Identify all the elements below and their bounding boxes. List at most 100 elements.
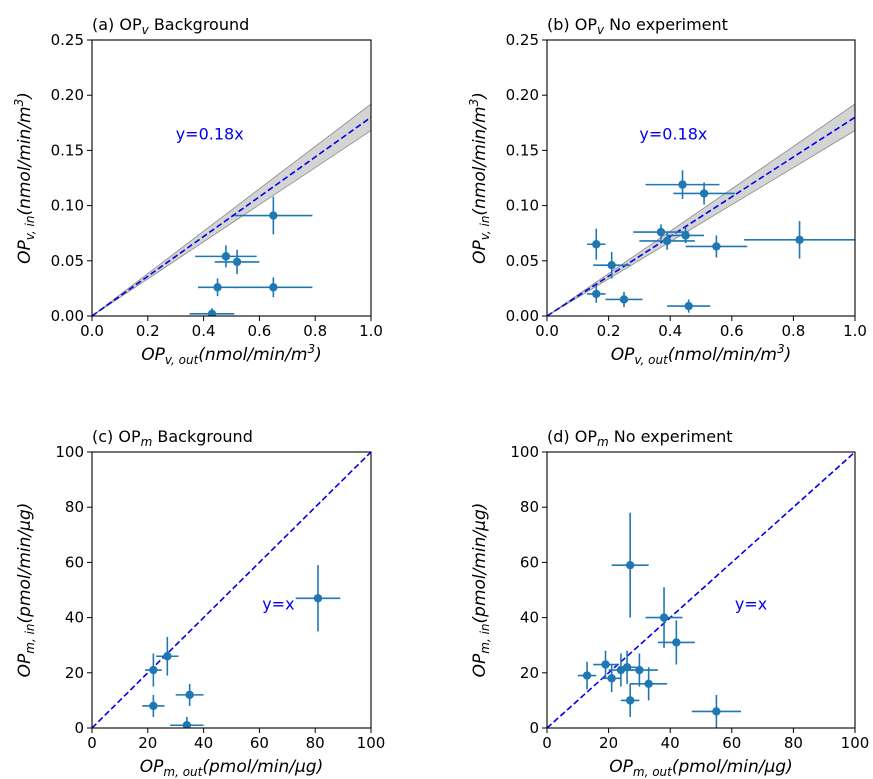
- confidence-band: [547, 103, 855, 316]
- data-marker: [213, 283, 222, 292]
- data-marker: [582, 671, 592, 680]
- x-tick-label: 0.8: [303, 322, 327, 340]
- data-marker: [681, 231, 690, 240]
- data-point: [145, 653, 162, 687]
- data-marker: [684, 301, 693, 311]
- x-tick-label: 0.8: [781, 322, 805, 340]
- panel-title: (c) OPm Background: [92, 427, 253, 449]
- x-label-subscript: m, out: [633, 765, 673, 779]
- data-point: [744, 221, 855, 259]
- y-tick-label: 40: [520, 609, 539, 627]
- title-subscript: m: [597, 435, 609, 449]
- data-point: [593, 650, 618, 679]
- data-marker: [699, 189, 709, 198]
- y-label-superscript: 3: [12, 99, 26, 107]
- data-point: [673, 182, 735, 205]
- y-tick-label: 0.05: [506, 252, 539, 270]
- y-tick-label: 0.25: [506, 31, 539, 49]
- data-marker: [269, 211, 278, 220]
- y-axis-label: OPv, in(nmol/min/m3): [12, 92, 37, 264]
- axes-frame: [91, 451, 372, 729]
- title-suffix: Background: [149, 15, 250, 34]
- fit-line: [547, 116, 855, 316]
- x-tick-label: 0.2: [136, 322, 160, 340]
- y-tick-label: 60: [520, 553, 539, 571]
- data-point: [587, 285, 606, 303]
- panel-title: (a) OPv Background: [92, 15, 249, 37]
- data-marker: [607, 261, 616, 270]
- fit-line-annotation: y=0.18x: [639, 124, 707, 143]
- y-tick-label: 0.10: [506, 197, 539, 215]
- panel-title: (d) OPm No experiment: [547, 427, 733, 449]
- y-label-units: (pmol/min/μg): [470, 503, 490, 624]
- data-point: [198, 278, 238, 297]
- data-point: [142, 694, 165, 717]
- y-label-subscript: v, in: [478, 216, 492, 241]
- y-label-main: OP: [15, 653, 35, 677]
- y-label-subscript: v, in: [23, 216, 37, 241]
- y-tick-label: 100: [55, 443, 84, 461]
- x-tick-label: 1.0: [359, 322, 383, 340]
- y-tick-label: 40: [65, 609, 84, 627]
- x-tick-label: 0.0: [80, 322, 104, 340]
- y-tick-label: 60: [65, 553, 84, 571]
- x-label-subscript: v, out: [165, 353, 200, 367]
- y-label-units: (pmol/min/μg): [15, 503, 35, 624]
- x-label-close: ): [783, 345, 792, 365]
- y-tick-label: 20: [520, 664, 539, 682]
- x-tick-label: 0.0: [535, 322, 559, 340]
- y-tick-label: 80: [65, 498, 84, 516]
- data-marker: [182, 721, 192, 728]
- x-label-subscript: m, out: [163, 765, 203, 779]
- data-point: [620, 683, 640, 717]
- x-tick-label: 0: [87, 734, 97, 752]
- data-point: [667, 227, 705, 244]
- x-label-main: OP: [611, 345, 635, 365]
- y-tick-label: 0.10: [51, 197, 84, 215]
- data-marker: [149, 665, 158, 675]
- x-tick-label: 80: [306, 734, 325, 752]
- y-tick-label: 0.20: [506, 86, 539, 104]
- data-marker: [659, 613, 669, 622]
- y-label-close: ): [15, 92, 35, 101]
- x-tick-label: 60: [250, 734, 269, 752]
- data-marker: [795, 235, 804, 245]
- x-tick-label: 60: [722, 734, 741, 752]
- data-point: [645, 587, 683, 648]
- x-label-superscript: 3: [777, 342, 785, 356]
- title-suffix: Background: [152, 427, 253, 446]
- fit-line: [92, 116, 371, 316]
- data-point: [685, 235, 748, 258]
- data-marker: [662, 236, 672, 246]
- data-marker: [607, 674, 616, 683]
- title-prefix: (d) OP: [547, 427, 597, 446]
- y-tick-label: 0.00: [51, 307, 84, 325]
- data-marker: [592, 289, 601, 299]
- x-tick-label: 80: [784, 734, 803, 752]
- panel-title: (b) OPv No experiment: [547, 15, 728, 37]
- x-tick-label: 0.6: [247, 322, 271, 340]
- x-axis-label: OPv, out(nmol/min/m3): [611, 342, 792, 367]
- x-tick-label: 40: [194, 734, 213, 752]
- data-point: [593, 251, 631, 279]
- y-tick-label: 20: [65, 664, 84, 682]
- y-axis-label: OPm, in(pmol/min/μg): [15, 503, 37, 678]
- x-label-units: (pmol/min/μg): [672, 757, 793, 777]
- title-prefix: (b) OP: [547, 15, 597, 34]
- x-axis-label: OPv, out(nmol/min/m3): [141, 342, 322, 367]
- data-point: [234, 196, 313, 235]
- y-tick-label: 100: [510, 443, 539, 461]
- data-point: [295, 565, 341, 632]
- data-point: [605, 291, 643, 308]
- data-marker: [644, 679, 653, 689]
- data-marker: [592, 240, 601, 249]
- data-marker: [601, 660, 610, 669]
- x-label-units: (nmol/min/m: [198, 345, 307, 365]
- y-tick-label: 0.05: [51, 252, 84, 270]
- x-label-main: OP: [141, 345, 165, 365]
- fit-line-annotation: y=x: [262, 594, 294, 613]
- x-label-main: OP: [609, 757, 633, 777]
- data-point: [611, 512, 649, 618]
- y-label-subscript: m, in: [23, 623, 37, 653]
- data-marker: [625, 696, 635, 705]
